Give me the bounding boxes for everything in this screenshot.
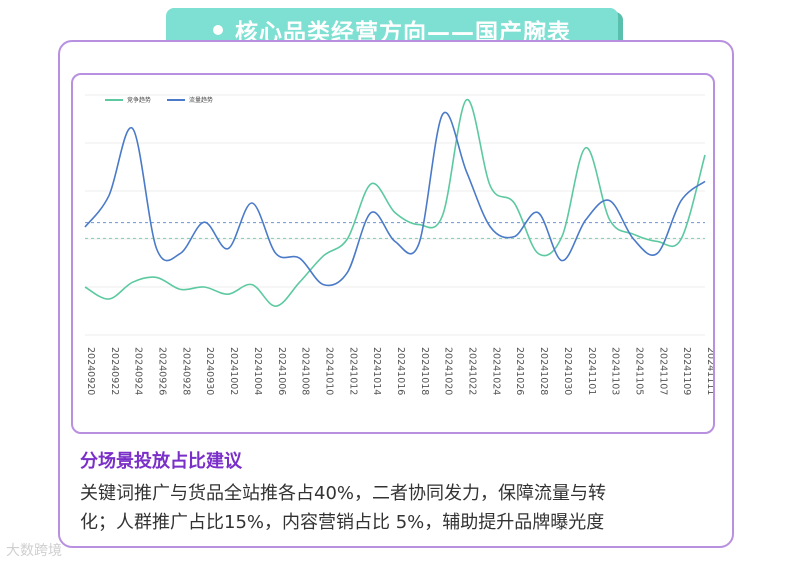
- advice-title: 分场景投放占比建议: [80, 451, 242, 472]
- x-tick-label: 20241008: [300, 347, 311, 395]
- legend-label: 竞争趋势: [127, 96, 151, 104]
- x-tick-label: 20241014: [371, 347, 382, 395]
- x-axis-ticks: 20240920 20240922 20240924 20240926 20240928…: [85, 347, 713, 395]
- series-lines: [84, 98, 706, 308]
- x-tick-label: 20241109: [681, 347, 692, 395]
- watermark: 大数跨境: [6, 543, 62, 559]
- x-tick-label: 20241026: [514, 347, 525, 395]
- x-tick-label: 20241105: [633, 347, 644, 395]
- x-tick-label: 20240922: [109, 347, 120, 395]
- advice-body: 关键词推广与货品全站推各占40%，二者协同发力，保障流量与转 化；人群推广占比1…: [80, 479, 720, 537]
- x-tick-label: 20241002: [228, 347, 239, 395]
- x-tick-label: 20241111: [705, 347, 713, 395]
- advice-line-2: 化；人群推广占比15%，内容营销占比 5%，辅助提升品牌曝光度: [80, 512, 605, 533]
- x-tick-label: 20241024: [490, 347, 501, 395]
- x-tick-label: 20241030: [562, 347, 573, 395]
- legend: 竞争趋势 流量趋势: [105, 96, 213, 104]
- x-tick-label: 20241103: [610, 347, 621, 395]
- x-tick-label: 20241018: [419, 347, 430, 395]
- x-tick-label: 20241101: [586, 347, 597, 395]
- x-tick-label: 20241012: [347, 347, 358, 395]
- grid-lines: [85, 94, 705, 336]
- advice-line-1: 关键词推广与货品全站推各占40%，二者协同发力，保障流量与转: [80, 483, 607, 504]
- x-tick-label: 20241020: [443, 347, 454, 395]
- x-tick-label: 20240924: [133, 347, 144, 395]
- x-tick-label: 20240926: [157, 347, 168, 395]
- x-tick-label: 20240930: [204, 347, 215, 395]
- series-line-2: [84, 111, 706, 287]
- legend-label: 流量趋势: [189, 96, 213, 104]
- x-tick-label: 20241004: [252, 347, 263, 395]
- x-tick-label: 20241022: [467, 347, 478, 395]
- series-line-1: [84, 98, 706, 308]
- x-tick-label: 20241010: [323, 347, 334, 395]
- bullet-dot-icon: [213, 25, 223, 35]
- x-tick-label: 20241107: [657, 347, 668, 395]
- x-tick-label: 20241028: [538, 347, 549, 395]
- line-chart: 竞争趋势 流量趋势 20240920 20240922 20240924 2024092…: [84, 94, 713, 395]
- x-tick-label: 20241016: [395, 347, 406, 395]
- x-tick-label: 20240920: [85, 347, 96, 395]
- x-tick-label: 20241006: [276, 347, 287, 395]
- reference-lines: [85, 222, 705, 239]
- x-tick-label: 20240928: [180, 347, 191, 395]
- chart-container: 竞争趋势 流量趋势 20240920 20240922 20240924 2024092…: [71, 73, 715, 434]
